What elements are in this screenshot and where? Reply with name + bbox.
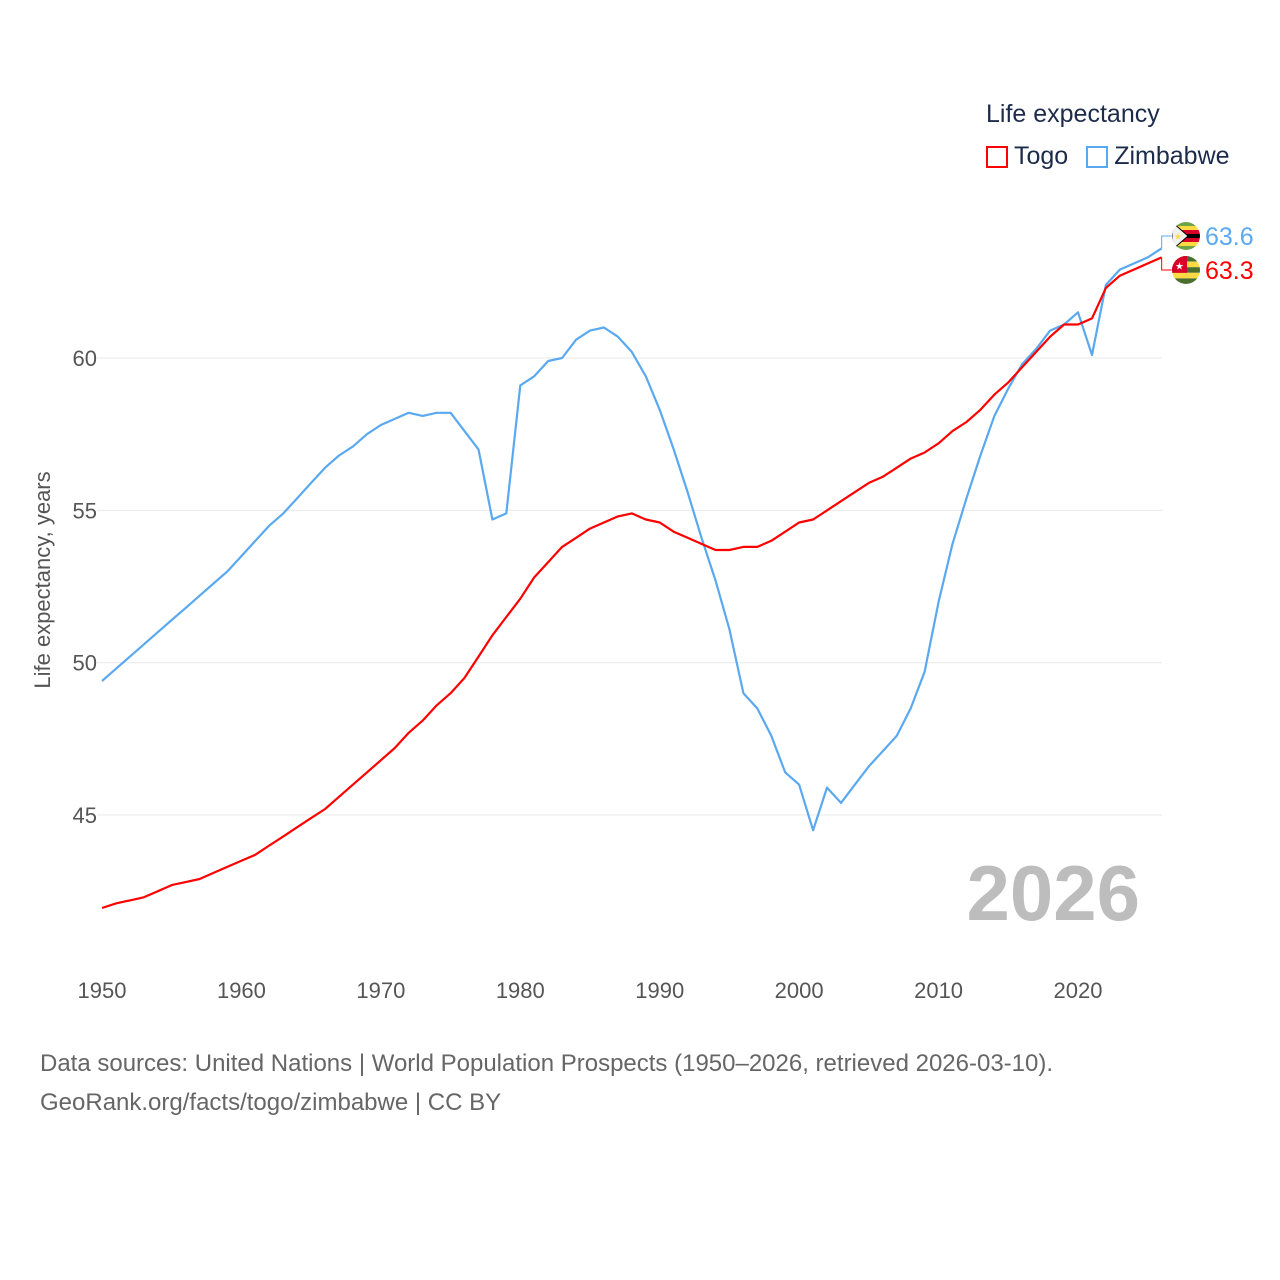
source-note: Data sources: United Nations | World Pop… <box>40 1044 1053 1122</box>
label-connector <box>1161 235 1172 249</box>
star-icon: ★ <box>1174 232 1182 242</box>
flag-stripe <box>1172 222 1200 226</box>
flag-stripe <box>1172 272 1200 279</box>
label-connector <box>1161 257 1172 271</box>
x-tick-label: 1960 <box>217 978 266 1003</box>
year-label: 2026 <box>966 849 1140 937</box>
x-tick-label: 1990 <box>635 978 684 1003</box>
y-tick-label: 55 <box>73 498 97 523</box>
flag-stripe <box>1172 242 1200 246</box>
source-link[interactable]: GeoRank.org/facts/togo/zimbabwe | CC BY <box>40 1089 502 1116</box>
y-tick-label: 60 <box>73 346 97 371</box>
legend: Togo Zimbabwe <box>986 142 1230 171</box>
x-tick-label: 2020 <box>1054 978 1103 1003</box>
legend-label: Zimbabwe <box>1114 142 1230 170</box>
flag-body: ★ <box>1172 222 1200 250</box>
series-line-togo <box>101 256 1163 910</box>
x-tick-label: 1980 <box>496 978 545 1003</box>
end-value-label: 63.3 <box>1205 257 1254 285</box>
legend-swatch-zimbabwe <box>1086 145 1109 168</box>
y-axis-label: Life expectancy, years <box>30 471 55 688</box>
legend-title: Life expectancy <box>986 100 1160 128</box>
legend-item-togo[interactable]: Togo <box>986 142 1068 171</box>
zimbabwe-flag-icon: ★ <box>1172 222 1200 250</box>
x-tick-label: 2000 <box>775 978 824 1003</box>
legend-item-zimbabwe[interactable]: Zimbabwe <box>1086 142 1230 171</box>
star-icon: ★ <box>1175 262 1184 273</box>
end-value-label: 63.6 <box>1205 223 1254 251</box>
x-tick-label: 1970 <box>356 978 405 1003</box>
flag-stripe <box>1172 278 1200 284</box>
series-line-zimbabwe <box>101 247 1163 832</box>
y-tick-label: 50 <box>73 651 97 676</box>
flag-stripe <box>1172 238 1200 242</box>
source-line: Data sources: United Nations | World Pop… <box>40 1050 1054 1077</box>
legend-swatch-togo <box>986 145 1008 168</box>
legend-label: Togo <box>1014 142 1069 170</box>
flag-body: ★ <box>1172 256 1200 284</box>
y-tick-label: 45 <box>73 803 97 828</box>
x-tick-label: 1950 <box>78 978 127 1003</box>
flag-stripe <box>1172 246 1200 250</box>
flag-triangle <box>1172 222 1189 250</box>
flag-stripe <box>1172 226 1200 230</box>
x-tick-label: 2010 <box>914 978 963 1003</box>
togo-flag-icon: ★ <box>1172 256 1200 284</box>
flag-stripe <box>1172 230 1200 234</box>
